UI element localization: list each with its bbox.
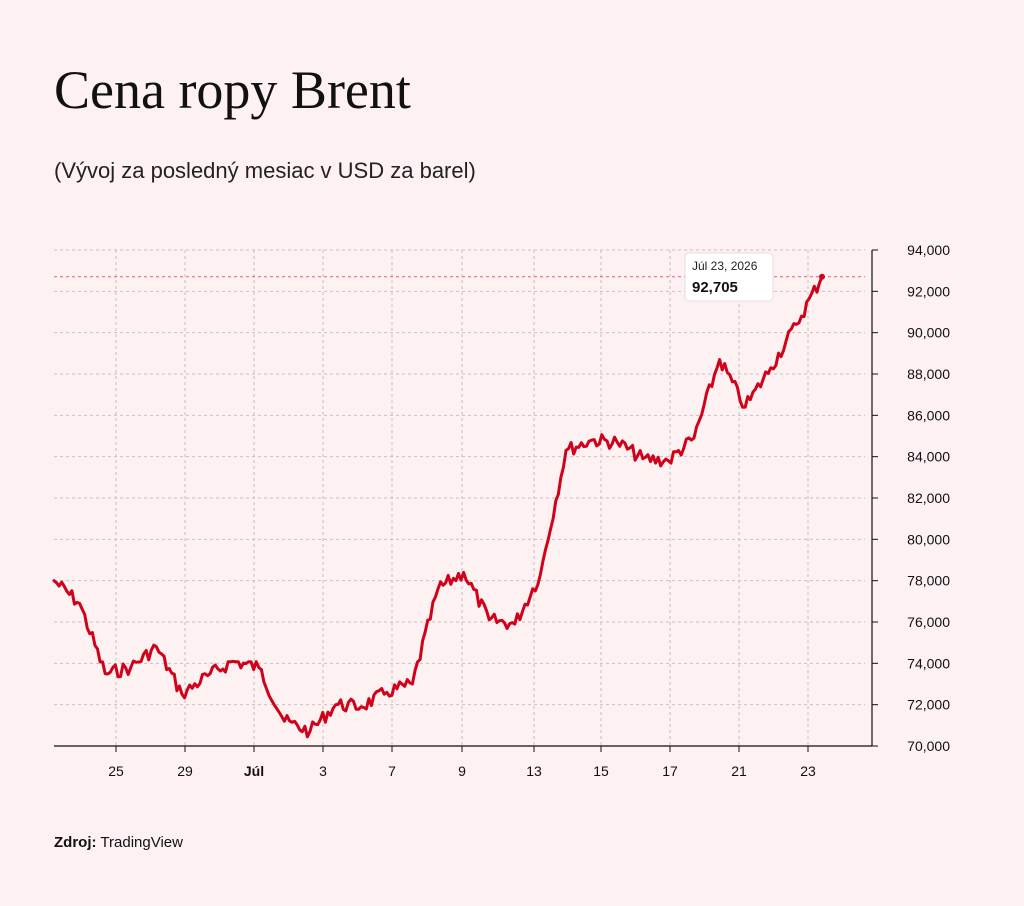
y-tick-label: 72,000 — [907, 697, 950, 713]
chart-title: Cena ropy Brent — [54, 60, 411, 120]
tooltip-box — [684, 252, 774, 302]
x-tick-label: 25 — [108, 763, 124, 779]
y-tick-label: 92,000 — [907, 283, 950, 299]
y-tick-label: 80,000 — [907, 531, 950, 547]
y-tick-label: 78,000 — [907, 573, 950, 589]
x-tick-label: Júl — [244, 763, 264, 779]
y-tick-label: 90,000 — [907, 325, 950, 341]
grid — [54, 249, 865, 746]
x-tick-label: 17 — [662, 763, 678, 779]
y-tick-label: 74,000 — [907, 655, 950, 671]
y-tick-label: 82,000 — [907, 490, 950, 506]
y-tick-label: 88,000 — [907, 366, 950, 382]
x-axis: 25 29 Júl 3 7 9 13 15 17 21 23 — [54, 745, 872, 779]
price-line — [52, 275, 824, 739]
x-tick-label: 13 — [526, 763, 542, 779]
source-note: Zdroj: TradingView — [54, 834, 183, 851]
chart-subtitle: (Vývoj za posledný mesiac v USD za barel… — [54, 158, 476, 183]
y-tick-label: 76,000 — [907, 614, 950, 630]
x-tick-label: 23 — [800, 763, 816, 779]
y-tick-label: 84,000 — [907, 449, 950, 465]
y-tick-label: 86,000 — [907, 407, 950, 423]
x-tick-label: 15 — [593, 763, 609, 779]
y-axis: 70,000 72,000 74,000 76,000 78,000 80,000 82,0… — [871, 242, 950, 754]
tooltip: Júl 23, 2026 92,705 — [684, 252, 774, 302]
tooltip-value: 92,705 — [692, 279, 738, 296]
y-tick-label: 94,000 — [907, 242, 950, 258]
x-tick-label: 3 — [319, 763, 327, 779]
y-tick-label: 70,000 — [907, 738, 950, 754]
x-tick-label: 7 — [388, 763, 396, 779]
x-tick-label: 29 — [177, 763, 193, 779]
x-tick-label: 9 — [458, 763, 466, 779]
x-tick-label: 21 — [731, 763, 747, 779]
source-value: TradingView — [100, 834, 183, 851]
tooltip-date: Júl 23, 2026 — [692, 259, 758, 273]
last-point-marker — [819, 273, 825, 280]
source-label: Zdroj: — [54, 834, 97, 851]
